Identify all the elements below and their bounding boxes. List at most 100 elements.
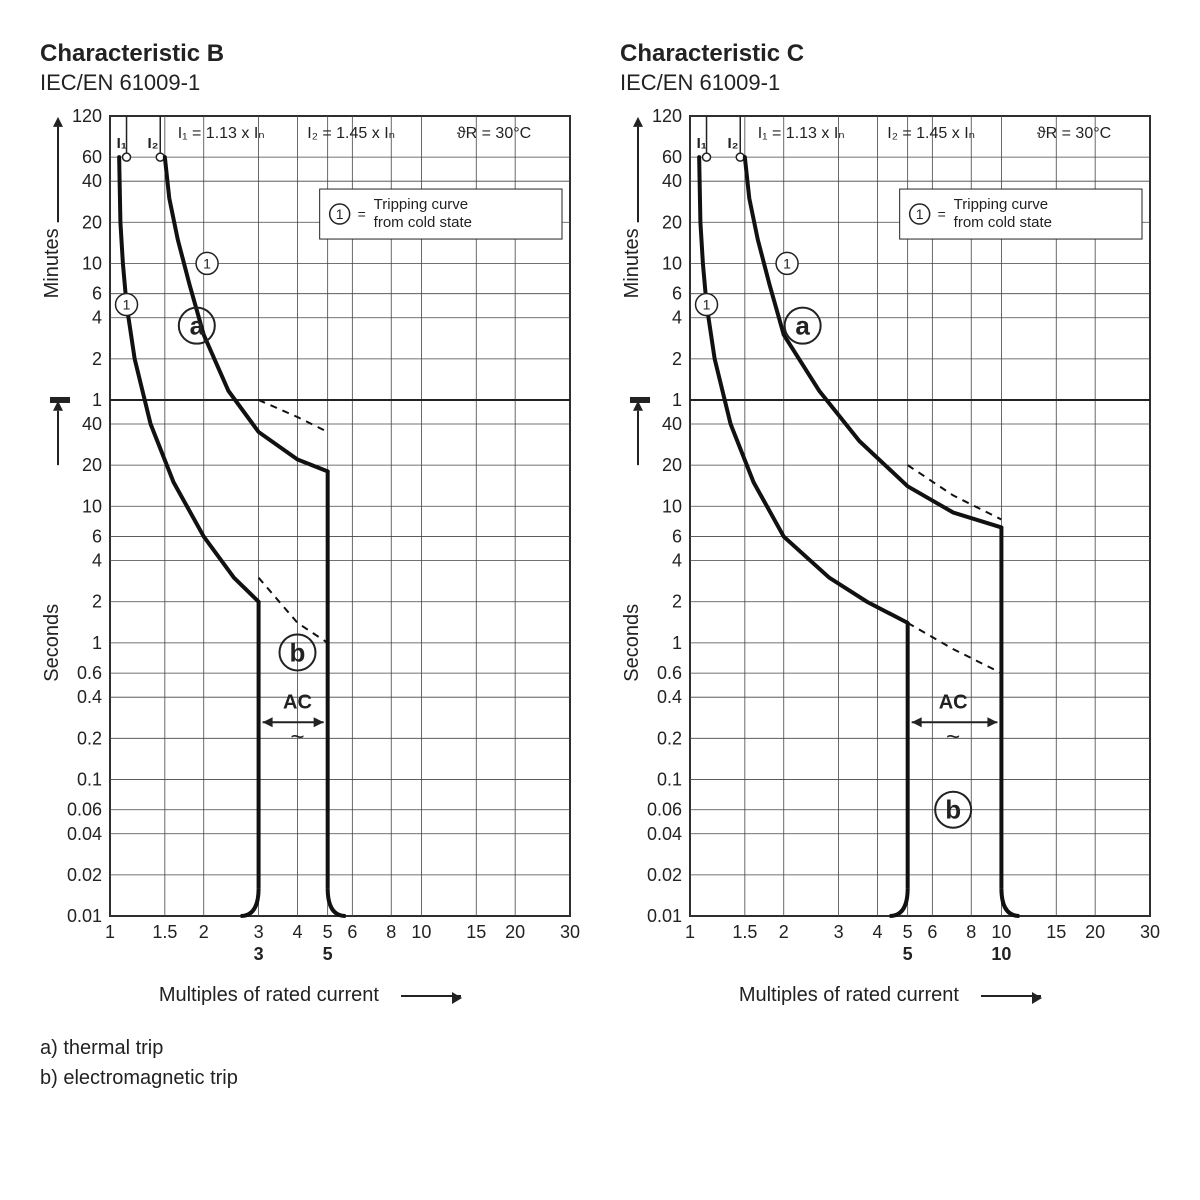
svg-text:0.02: 0.02 (67, 865, 102, 885)
svg-text:30: 30 (1140, 922, 1160, 942)
svg-text:3: 3 (254, 944, 264, 964)
svg-text:2: 2 (92, 349, 102, 369)
svg-text:~: ~ (290, 723, 304, 750)
svg-text:I₂: I₂ (728, 135, 739, 152)
chart-c: 11.5234568101520305100.010.020.040.060.1… (620, 106, 1160, 966)
footer-b: b) electromagnetic trip (40, 1063, 1160, 1093)
svg-text:I₂ = 1.45 x Iₙ: I₂ = 1.45 x Iₙ (307, 125, 395, 142)
svg-text:Seconds: Seconds (621, 604, 643, 682)
footer-a: a) thermal trip (40, 1033, 1160, 1063)
svg-text:3: 3 (834, 922, 844, 942)
svg-text:60: 60 (662, 147, 682, 167)
svg-text:0.1: 0.1 (657, 769, 682, 789)
svg-text:0.06: 0.06 (67, 800, 102, 820)
svg-text:0.04: 0.04 (67, 824, 102, 844)
svg-text:1: 1 (123, 297, 131, 313)
svg-text:0.4: 0.4 (77, 687, 102, 707)
svg-text:1: 1 (672, 390, 682, 410)
svg-text:40: 40 (82, 171, 102, 191)
svg-text:AC: AC (939, 691, 968, 713)
arrow-right-icon (981, 995, 1041, 997)
svg-text:2: 2 (672, 349, 682, 369)
svg-text:from cold state: from cold state (954, 214, 1052, 231)
svg-text:20: 20 (1085, 922, 1105, 942)
svg-text:10: 10 (411, 922, 431, 942)
svg-text:from cold state: from cold state (374, 214, 472, 231)
title-b: Characteristic B (40, 40, 580, 68)
svg-text:Tripping curve: Tripping curve (954, 196, 1048, 213)
svg-text:1: 1 (672, 633, 682, 653)
subtitle-b: IEC/EN 61009-1 (40, 70, 580, 96)
svg-text:5: 5 (323, 944, 333, 964)
svg-text:1: 1 (783, 255, 791, 271)
svg-text:5: 5 (323, 922, 333, 942)
svg-text:0.2: 0.2 (77, 728, 102, 748)
svg-text:6: 6 (927, 922, 937, 942)
svg-text:10: 10 (662, 253, 682, 273)
panel-c: Characteristic C IEC/EN 61009-1 11.52345… (620, 40, 1160, 1007)
svg-text:2: 2 (199, 922, 209, 942)
svg-text:4: 4 (872, 922, 882, 942)
svg-text:I₂ = 1.45 x Iₙ: I₂ = 1.45 x Iₙ (887, 125, 975, 142)
xlabel-text: Multiples of rated current (739, 984, 959, 1006)
svg-text:6: 6 (92, 284, 102, 304)
svg-text:1: 1 (685, 922, 695, 942)
svg-text:120: 120 (652, 106, 682, 126)
svg-text:0.2: 0.2 (657, 728, 682, 748)
title-c: Characteristic C (620, 40, 1160, 68)
svg-text:1: 1 (703, 297, 711, 313)
svg-text:Minutes: Minutes (621, 228, 643, 298)
svg-text:1: 1 (105, 922, 115, 942)
svg-text:10: 10 (991, 922, 1011, 942)
svg-text:=: = (358, 206, 366, 222)
svg-text:40: 40 (82, 414, 102, 434)
svg-text:a: a (795, 311, 810, 341)
xlabel-c: Multiples of rated current (620, 984, 1160, 1007)
svg-text:20: 20 (82, 455, 102, 475)
svg-text:1: 1 (336, 206, 344, 222)
svg-text:10: 10 (991, 944, 1011, 964)
svg-text:6: 6 (92, 527, 102, 547)
svg-text:120: 120 (72, 106, 102, 126)
svg-text:0.1: 0.1 (77, 769, 102, 789)
svg-text:2: 2 (672, 592, 682, 612)
svg-text:10: 10 (662, 496, 682, 516)
svg-text:Minutes: Minutes (41, 228, 63, 298)
svg-text:1: 1 (92, 633, 102, 653)
svg-text:0.4: 0.4 (657, 687, 682, 707)
svg-text:0.01: 0.01 (647, 906, 682, 926)
svg-text:6: 6 (347, 922, 357, 942)
svg-text:ϑR = 30°C: ϑR = 30°C (1037, 125, 1111, 142)
arrow-right-icon (401, 995, 461, 997)
svg-text:ϑR = 30°C: ϑR = 30°C (457, 125, 531, 142)
svg-text:3: 3 (254, 922, 264, 942)
svg-text:2: 2 (779, 922, 789, 942)
svg-text:20: 20 (662, 212, 682, 232)
svg-text:0.6: 0.6 (77, 663, 102, 683)
svg-text:I₁ = 1.13 x Iₙ: I₁ = 1.13 x Iₙ (758, 125, 845, 142)
svg-text:I₁: I₁ (117, 135, 127, 152)
svg-text:1: 1 (92, 390, 102, 410)
svg-text:a: a (190, 311, 205, 341)
svg-text:1.5: 1.5 (732, 922, 757, 942)
svg-text:4: 4 (92, 551, 102, 571)
svg-text:20: 20 (505, 922, 525, 942)
svg-text:6: 6 (672, 284, 682, 304)
svg-text:I₁ = 1.13 x Iₙ: I₁ = 1.13 x Iₙ (178, 125, 265, 142)
svg-text:40: 40 (662, 414, 682, 434)
svg-text:0.06: 0.06 (647, 800, 682, 820)
svg-text:Tripping curve: Tripping curve (374, 196, 468, 213)
panel-b: Characteristic B IEC/EN 61009-1 11.52345… (40, 40, 580, 1007)
svg-text:8: 8 (966, 922, 976, 942)
svg-text:0.01: 0.01 (67, 906, 102, 926)
svg-text:60: 60 (82, 147, 102, 167)
svg-text:1: 1 (916, 206, 924, 222)
svg-text:6: 6 (672, 527, 682, 547)
xlabel-text: Multiples of rated current (159, 984, 379, 1006)
svg-text:I₁: I₁ (697, 135, 707, 152)
svg-text:4: 4 (292, 922, 302, 942)
footer-legend: a) thermal trip b) electromagnetic trip (40, 1033, 1160, 1093)
svg-text:1: 1 (203, 255, 211, 271)
svg-text:4: 4 (92, 308, 102, 328)
svg-text:0.04: 0.04 (647, 824, 682, 844)
